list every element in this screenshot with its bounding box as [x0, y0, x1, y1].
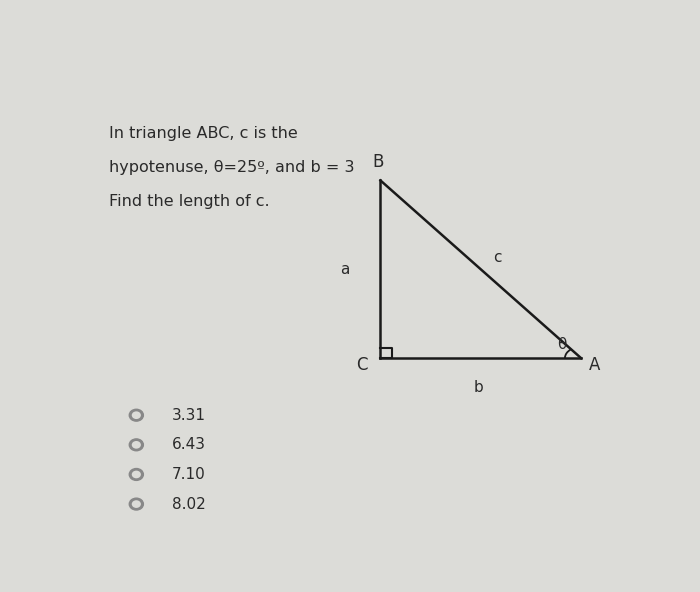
Circle shape	[130, 439, 144, 451]
Circle shape	[130, 409, 144, 421]
Text: 6.43: 6.43	[172, 437, 206, 452]
Text: Find the length of c.: Find the length of c.	[109, 194, 270, 209]
Text: C: C	[356, 356, 368, 374]
Text: a: a	[340, 262, 350, 277]
Circle shape	[132, 411, 141, 419]
Text: θ: θ	[557, 337, 567, 352]
Circle shape	[130, 468, 144, 480]
Text: 3.31: 3.31	[172, 408, 206, 423]
Text: hypotenuse, θ=25º, and b = 3: hypotenuse, θ=25º, and b = 3	[109, 160, 355, 175]
Text: A: A	[589, 356, 601, 374]
Circle shape	[130, 498, 144, 510]
Text: 7.10: 7.10	[172, 467, 205, 482]
Circle shape	[132, 441, 141, 449]
Circle shape	[132, 500, 141, 508]
Text: B: B	[372, 153, 384, 171]
Text: b: b	[473, 380, 483, 395]
Text: c: c	[493, 250, 501, 265]
Text: 8.02: 8.02	[172, 497, 205, 511]
Circle shape	[132, 471, 141, 478]
Text: In triangle ABC, c is the: In triangle ABC, c is the	[109, 126, 298, 141]
